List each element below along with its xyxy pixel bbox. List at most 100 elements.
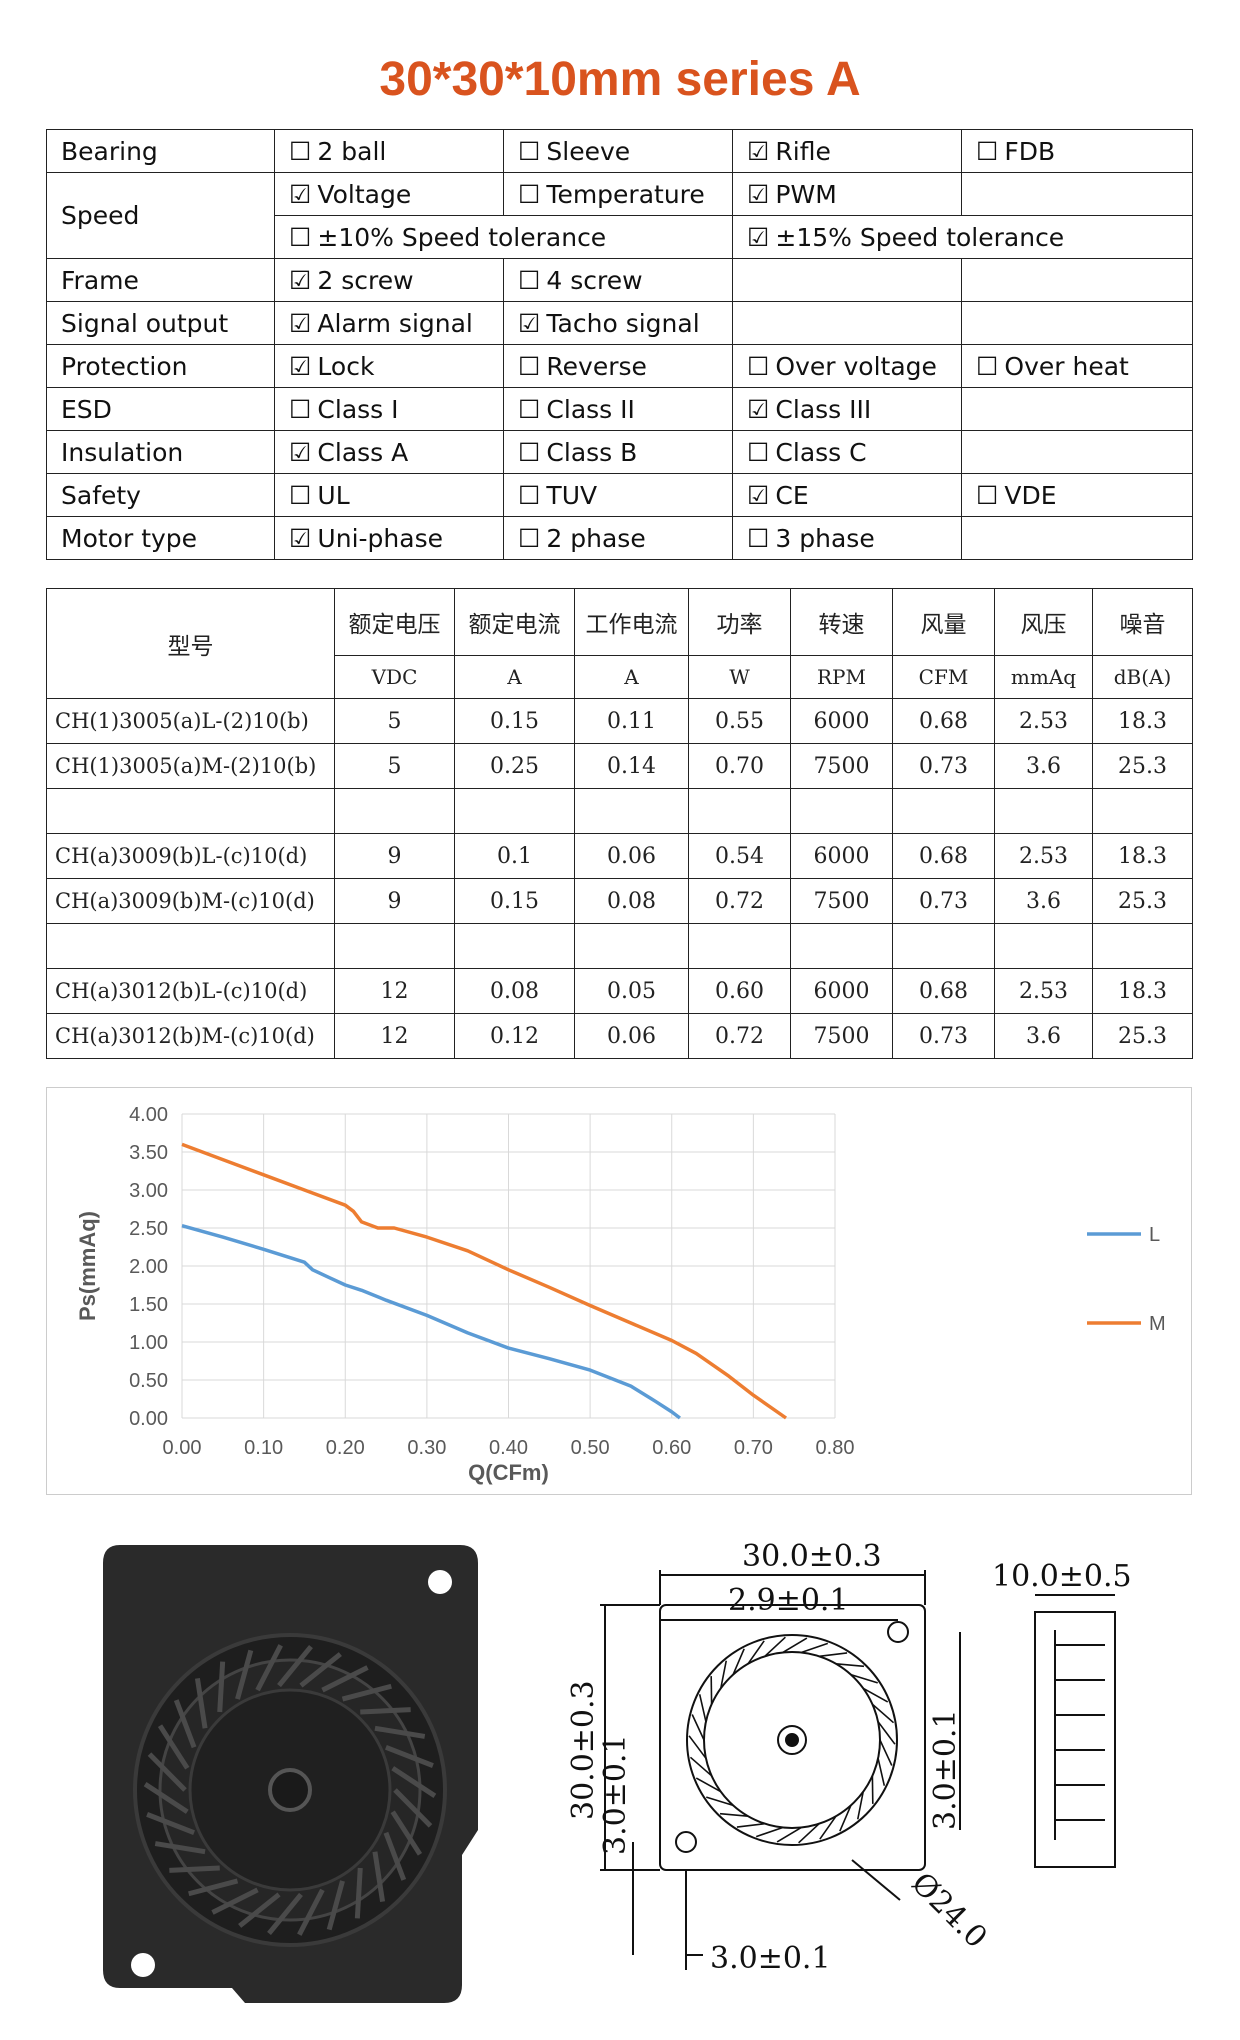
pq-curve-chart: 0.00 0.10 0.20 0.30 0.40 0.50 0.60 0.70 0.80 0.00… (46, 1087, 1192, 1495)
dim-width-label: 30.0±0.3 (742, 1539, 882, 1574)
option-checkbox[interactable]: ☑ 2 screw (274, 258, 504, 302)
option-row: Motor type ☑ Uni-phase ☐ 2 phase ☐ 3 phase (46, 516, 1193, 560)
value-cell: 0.73 (892, 1013, 995, 1059)
value-cell (688, 788, 791, 834)
value-cell: 0.08 (454, 968, 575, 1014)
option-checkbox[interactable]: ☐ Temperature (503, 172, 733, 216)
option-text: FDB (1004, 136, 1056, 166)
value-cell: 0.68 (892, 698, 995, 744)
spec-table: 型号 额定电压 额定电流 工作电流 功率 转速 风量 风压 噪音 VDC A A W RPM CFM mmAq… (46, 588, 1193, 1059)
dim-diameter-label: Ø24.0 (904, 1866, 993, 1955)
value-cell: 0.73 (892, 878, 995, 924)
option-checkbox[interactable]: ☐ Sleeve (503, 129, 733, 173)
option-checkbox[interactable]: ☐ Class II (503, 387, 733, 431)
option-row: Safety ☐ UL ☐ TUV ☑ CE ☐ VDE (46, 473, 1193, 517)
option-checkbox[interactable]: ☐ VDE (961, 473, 1193, 517)
option-checkbox[interactable]: ☑ CE (732, 473, 962, 517)
model-cell (46, 923, 335, 969)
option-checkbox[interactable]: ☐ ±10% Speed tolerance (274, 215, 733, 259)
value-cell (790, 788, 893, 834)
table-row: CH(a)3012(b)L-(c)10(d) 12 0.08 0.05 0.60 6000… (46, 968, 1193, 1014)
value-cell: 2.53 (994, 698, 1093, 744)
value-cell (574, 788, 689, 834)
value-cell: 25.3 (1092, 743, 1193, 789)
option-checkbox[interactable]: ☐ Over voltage (732, 344, 962, 388)
option-checkbox[interactable]: ☐ Over heat (961, 344, 1193, 388)
y-tick-label: 0.50 (129, 1370, 168, 1392)
value-cell: 0.70 (688, 743, 791, 789)
checked-box-icon: ☑ (289, 265, 312, 295)
column-header: 额定电压 (334, 588, 455, 656)
empty-box-icon: ☐ (518, 136, 541, 166)
empty-box-icon: ☐ (289, 394, 312, 424)
empty-box-icon: ☐ (747, 523, 770, 553)
fan-drawings: 30.0±0.3 2.9±0.1 10.0±0.5 3.0±0.1 30.0±0… (0, 1530, 1240, 2030)
value-cell: 0.68 (892, 968, 995, 1014)
checked-box-icon: ☑ (747, 136, 770, 166)
option-checkbox[interactable]: ☑ PWM (732, 172, 962, 216)
option-checkbox[interactable]: ☑ ±15% Speed tolerance (732, 215, 1193, 259)
option-checkbox[interactable]: ☑ Rifle (732, 129, 962, 173)
empty-cell (732, 258, 962, 302)
option-checkbox[interactable]: ☑ Class A (274, 430, 504, 474)
value-cell: 0.68 (892, 833, 995, 879)
option-checkbox[interactable]: ☑ Lock (274, 344, 504, 388)
option-checkbox[interactable]: ☑ Class III (732, 387, 962, 431)
page-title: 30*30*10mm series A (379, 53, 861, 106)
checked-box-icon: ☑ (747, 222, 770, 252)
option-checkbox[interactable]: ☐ Class I (274, 387, 504, 431)
value-cell (994, 923, 1093, 969)
value-cell: 0.72 (688, 878, 791, 924)
option-checkbox[interactable]: ☑ Alarm signal (274, 301, 504, 345)
empty-cell (961, 258, 1193, 302)
series-line-M (181, 1142, 788, 1420)
column-header: 工作电流 (574, 588, 689, 656)
option-text: 4 screw (546, 265, 643, 295)
option-checkbox[interactable]: ☑ Uni-phase (274, 516, 504, 560)
option-label: Bearing (46, 129, 275, 173)
unit-header: CFM (892, 655, 995, 699)
dim-thickness-label: 10.0±0.5 (992, 1559, 1132, 1594)
legend-label-L: L (1149, 1224, 1160, 1246)
option-label: Signal output (46, 301, 275, 345)
option-checkbox[interactable]: ☐ FDB (961, 129, 1193, 173)
legend-label-M: M (1149, 1313, 1166, 1335)
option-checkbox[interactable]: ☑ Tacho signal (503, 301, 733, 345)
option-text: Sleeve (546, 136, 631, 166)
checked-box-icon: ☑ (289, 308, 312, 338)
empty-box-icon: ☐ (289, 222, 312, 252)
model-cell: CH(a)3009(b)L-(c)10(d) (46, 833, 335, 879)
model-cell (46, 788, 335, 834)
table-row (46, 923, 1193, 969)
value-cell: 0.08 (574, 878, 689, 924)
option-checkbox[interactable]: ☐ Class C (732, 430, 962, 474)
option-checkbox[interactable]: ☐ 2 ball (274, 129, 504, 173)
option-checkbox[interactable]: ☐ 4 screw (503, 258, 733, 302)
value-cell (454, 788, 575, 834)
option-checkbox[interactable]: ☐ Reverse (503, 344, 733, 388)
value-cell: 5 (334, 743, 455, 789)
empty-box-icon: ☐ (976, 351, 999, 381)
checked-box-icon: ☑ (289, 523, 312, 553)
model-cell: CH(a)3009(b)M-(c)10(d) (46, 878, 335, 924)
option-checkbox[interactable]: ☐ 3 phase (732, 516, 962, 560)
value-cell: 7500 (790, 1013, 893, 1059)
value-cell: 18.3 (1092, 698, 1193, 744)
option-text: Rifle (775, 136, 831, 166)
column-header: 噪音 (1092, 588, 1193, 656)
y-tick-label: 0.00 (129, 1408, 168, 1430)
option-text: Class C (775, 437, 867, 467)
option-checkbox[interactable]: ☐ TUV (503, 473, 733, 517)
value-cell (688, 923, 791, 969)
empty-cell (961, 387, 1193, 431)
x-tick-label: 0.00 (163, 1437, 202, 1459)
option-checkbox[interactable]: ☐ UL (274, 473, 504, 517)
x-tick-label: 0.80 (816, 1437, 855, 1459)
option-text: 2 screw (317, 265, 414, 295)
option-checkbox[interactable]: ☑ Voltage (274, 172, 504, 216)
value-cell: 25.3 (1092, 1013, 1193, 1059)
option-checkbox[interactable]: ☐ Class B (503, 430, 733, 474)
value-cell (790, 923, 893, 969)
y-tick-label: 2.00 (129, 1256, 168, 1278)
option-checkbox[interactable]: ☐ 2 phase (503, 516, 733, 560)
